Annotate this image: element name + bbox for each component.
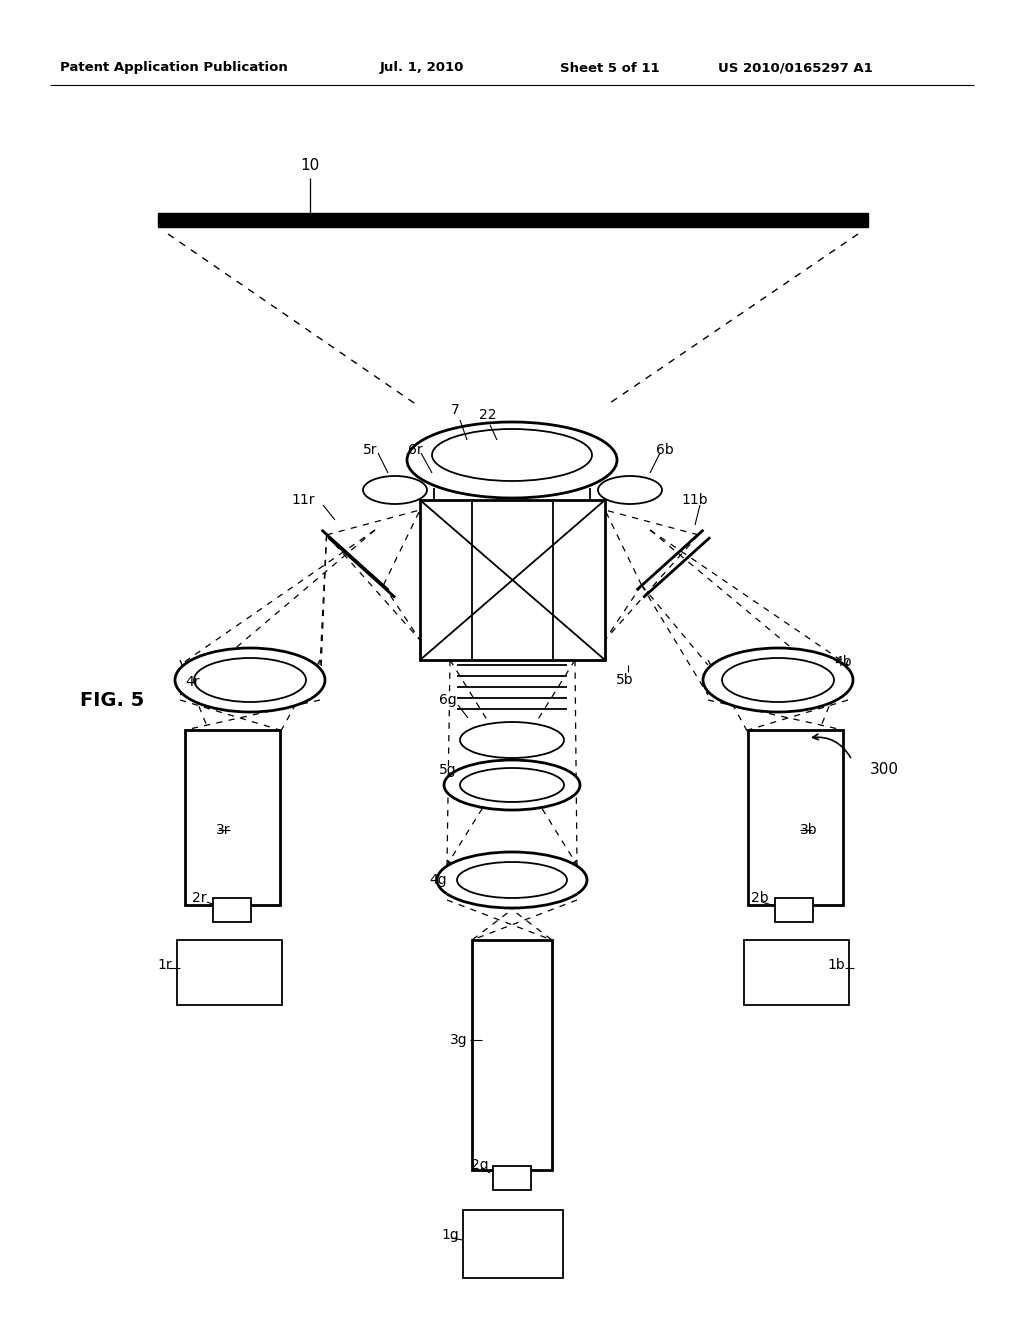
Ellipse shape xyxy=(703,648,853,711)
Text: 1b: 1b xyxy=(827,958,845,972)
Bar xyxy=(493,1166,531,1191)
Ellipse shape xyxy=(362,477,427,504)
Text: 4b: 4b xyxy=(835,655,852,669)
Text: 22: 22 xyxy=(479,408,497,422)
Ellipse shape xyxy=(722,657,834,702)
Text: 5g: 5g xyxy=(439,763,457,777)
Text: 1r: 1r xyxy=(158,958,172,972)
Text: FIG. 5: FIG. 5 xyxy=(80,690,144,710)
Ellipse shape xyxy=(437,851,587,908)
Text: 11b: 11b xyxy=(682,492,709,507)
Text: 3b: 3b xyxy=(800,822,817,837)
Bar xyxy=(748,730,843,906)
Bar xyxy=(472,940,552,1170)
Bar xyxy=(158,213,868,227)
Text: 4r: 4r xyxy=(185,675,201,689)
Bar xyxy=(177,940,282,1005)
Text: 5b: 5b xyxy=(616,673,634,686)
Text: 2b: 2b xyxy=(752,891,769,906)
Text: 4g: 4g xyxy=(429,873,446,887)
Text: 6b: 6b xyxy=(656,444,674,457)
Bar xyxy=(744,940,849,1005)
Text: 300: 300 xyxy=(870,763,899,777)
Bar xyxy=(213,898,251,921)
Text: 10: 10 xyxy=(300,157,319,173)
Text: 5r: 5r xyxy=(362,444,377,457)
Ellipse shape xyxy=(598,477,662,504)
Text: Jul. 1, 2010: Jul. 1, 2010 xyxy=(380,62,464,74)
Bar xyxy=(775,898,813,921)
Ellipse shape xyxy=(460,722,564,758)
Text: US 2010/0165297 A1: US 2010/0165297 A1 xyxy=(718,62,872,74)
Ellipse shape xyxy=(175,648,325,711)
Ellipse shape xyxy=(194,657,306,702)
Bar xyxy=(185,730,280,906)
Text: 3g: 3g xyxy=(451,1034,468,1047)
Text: 6r: 6r xyxy=(408,444,422,457)
Text: 6g: 6g xyxy=(439,693,457,708)
Text: 2g: 2g xyxy=(471,1158,488,1172)
Text: Sheet 5 of 11: Sheet 5 of 11 xyxy=(560,62,659,74)
Ellipse shape xyxy=(444,760,580,810)
Bar xyxy=(420,500,605,660)
Bar xyxy=(463,1210,563,1278)
Ellipse shape xyxy=(460,768,564,803)
Ellipse shape xyxy=(457,862,567,898)
Text: 1g: 1g xyxy=(441,1228,459,1242)
Text: 7: 7 xyxy=(451,403,460,417)
FancyArrowPatch shape xyxy=(813,734,851,758)
Text: Patent Application Publication: Patent Application Publication xyxy=(60,62,288,74)
Text: 11r: 11r xyxy=(291,492,314,507)
Text: 3r: 3r xyxy=(215,822,230,837)
Text: 2r: 2r xyxy=(191,891,206,906)
